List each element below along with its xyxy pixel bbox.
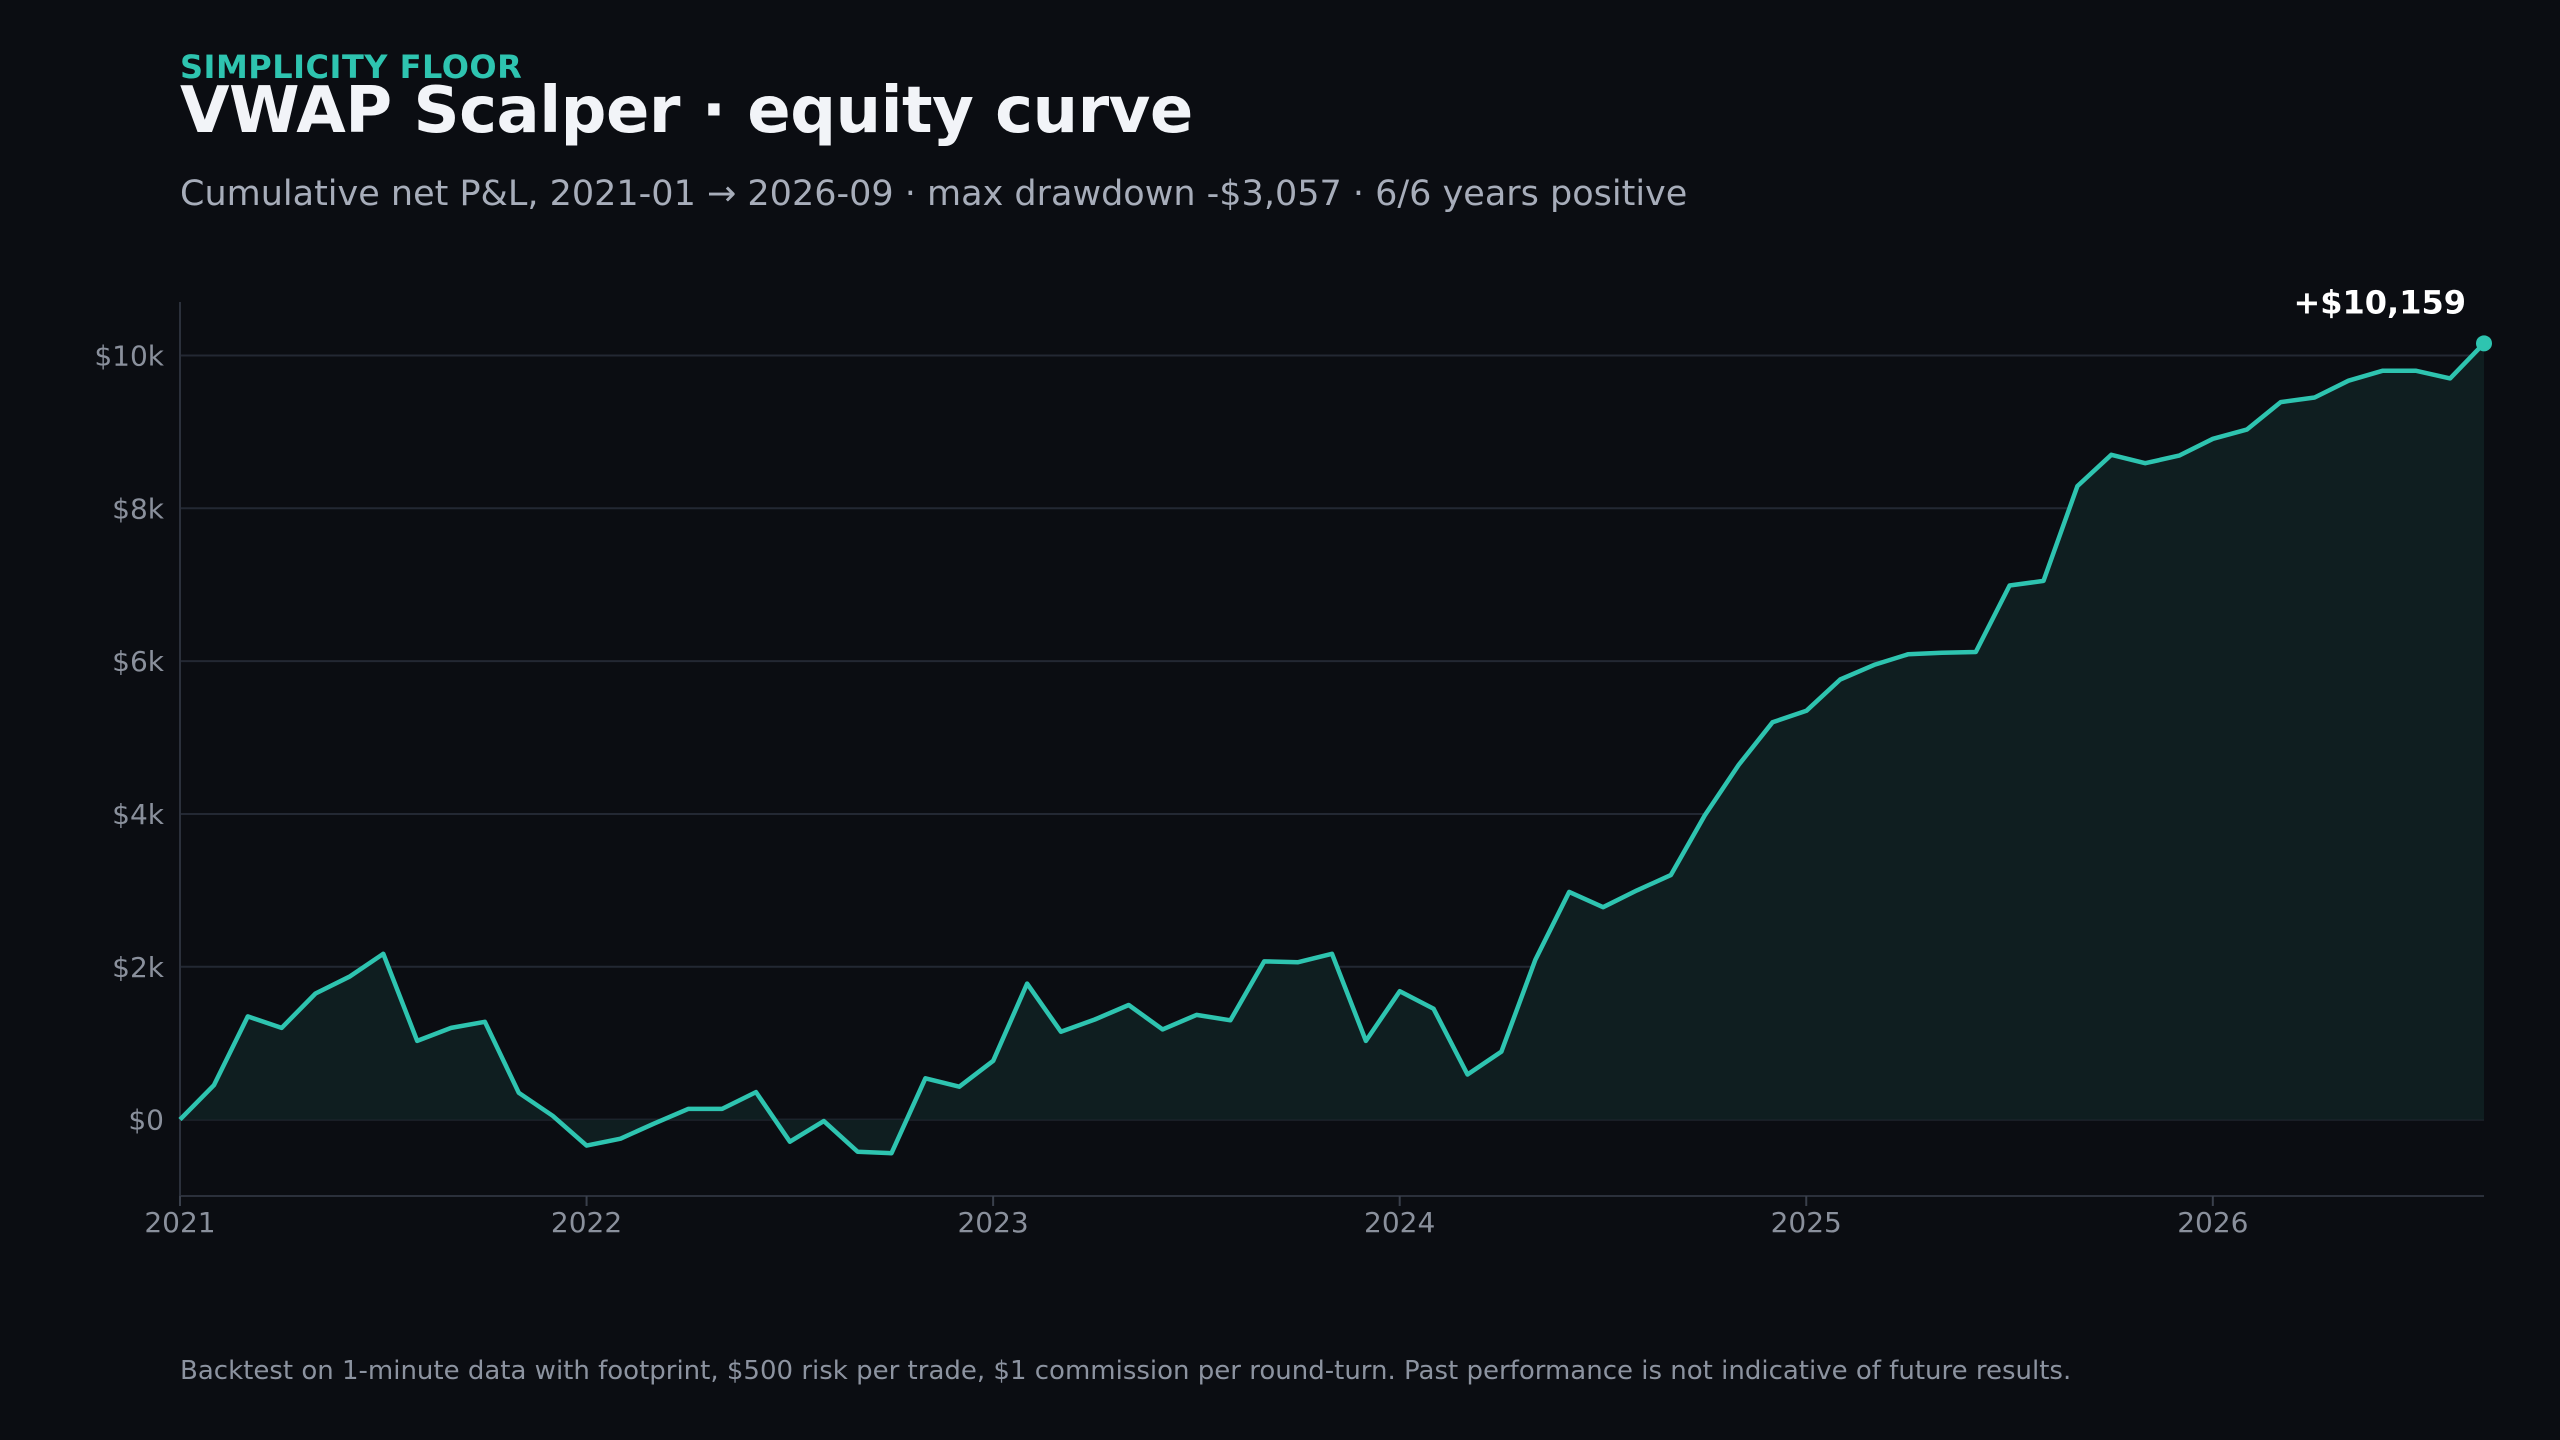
equity-point xyxy=(245,1013,251,1019)
equity-point xyxy=(889,1150,895,1156)
equity-point xyxy=(1566,889,1572,895)
equity-point xyxy=(313,991,319,997)
equity-point xyxy=(651,1120,657,1126)
equity-point xyxy=(1871,662,1877,668)
equity-point xyxy=(1126,1002,1132,1008)
equity-point xyxy=(1363,1038,1369,1044)
equity-point xyxy=(821,1118,827,1124)
equity-point xyxy=(1227,1017,1233,1023)
equity-point xyxy=(2413,368,2419,374)
equity-point xyxy=(1702,813,1708,819)
equity-point xyxy=(685,1106,691,1112)
equity-point xyxy=(448,1025,454,1031)
equity-point xyxy=(956,1084,962,1090)
equity-point xyxy=(380,951,386,957)
equity-point xyxy=(1329,951,1335,957)
x-tick-label: 2021 xyxy=(144,1206,215,1239)
x-tick-label: 2024 xyxy=(1364,1206,1435,1239)
equity-point xyxy=(1160,1026,1166,1032)
equity-point xyxy=(2346,378,2352,384)
eyebrow-label: SIMPLICITY FLOOR xyxy=(180,48,523,86)
x-tick-label: 2022 xyxy=(551,1206,622,1239)
equity-point xyxy=(2176,453,2182,459)
equity-point xyxy=(2278,399,2284,405)
equity-area xyxy=(180,343,2484,1154)
y-tick-label: $6k xyxy=(112,645,165,678)
equity-point xyxy=(177,1117,183,1123)
equity-point xyxy=(787,1139,793,1145)
equity-point xyxy=(584,1143,590,1149)
equity-point xyxy=(990,1058,996,1064)
equity-point xyxy=(719,1106,725,1112)
y-tick-label: $4k xyxy=(112,798,165,831)
equity-point xyxy=(211,1082,217,1088)
equity-point xyxy=(1498,1049,1504,1055)
equity-point xyxy=(1668,872,1674,878)
equity-line xyxy=(178,341,2486,1156)
x-axis-ticks: 2021 2022 2023 2024 2025 2026 xyxy=(144,1196,2248,1239)
equity-point xyxy=(2108,452,2114,458)
equity-point xyxy=(482,1019,488,1025)
chart-subtitle: Cumulative net P&L, 2021-01 → 2026-09 · … xyxy=(180,174,1688,214)
equity-point xyxy=(1803,708,1809,714)
y-axis-ticks: $0 $2k $4k $6k $8k $10k xyxy=(94,339,164,1136)
equity-point xyxy=(1736,762,1742,768)
equity-point xyxy=(550,1113,556,1119)
y-tick-label: $0 xyxy=(128,1104,164,1137)
equity-point xyxy=(2074,483,2080,489)
equity-point xyxy=(2142,460,2148,466)
equity-point xyxy=(1194,1012,1200,1018)
equity-point xyxy=(1295,959,1301,965)
equity-point xyxy=(1058,1029,1064,1035)
x-tick-label: 2025 xyxy=(1771,1206,1842,1239)
footnote: Backtest on 1-minute data with footprint… xyxy=(180,1356,2072,1386)
axes xyxy=(179,302,2484,1197)
equity-point xyxy=(1634,887,1640,893)
equity-point xyxy=(1837,677,1843,683)
equity-point xyxy=(1024,981,1030,987)
x-tick-label: 2026 xyxy=(2177,1206,2248,1239)
x-tick-label: 2023 xyxy=(957,1206,1028,1239)
equity-point xyxy=(1532,957,1538,963)
equity-point xyxy=(922,1075,928,1081)
equity-point xyxy=(1465,1072,1471,1078)
equity-point xyxy=(2312,395,2318,401)
equity-point xyxy=(855,1149,861,1155)
equity-point xyxy=(2041,578,2047,584)
equity-point xyxy=(618,1136,624,1142)
equity-point xyxy=(279,1025,285,1031)
equity-point xyxy=(1973,649,1979,655)
equity-point xyxy=(1092,1017,1098,1023)
equity-point xyxy=(2007,583,2013,589)
end-point-marker xyxy=(2476,335,2492,352)
equity-point xyxy=(414,1038,420,1044)
equity-point xyxy=(516,1090,522,1096)
chart-title: VWAP Scalper · equity curve xyxy=(180,74,1193,148)
equity-point xyxy=(2244,427,2250,433)
equity-point xyxy=(2210,436,2216,442)
equity-point xyxy=(346,974,352,980)
equity-point xyxy=(1905,651,1911,657)
equity-point xyxy=(1770,719,1776,725)
y-tick-label: $10k xyxy=(94,339,164,372)
equity-point xyxy=(2447,375,2453,381)
equity-point xyxy=(1600,904,1606,910)
equity-point xyxy=(1261,958,1267,964)
equity-point xyxy=(753,1089,759,1095)
end-value-label: +$10,159 xyxy=(2293,283,2466,321)
equity-point xyxy=(1431,1006,1437,1012)
y-tick-label: $2k xyxy=(112,951,165,984)
equity-point xyxy=(2379,368,2385,374)
y-tick-label: $8k xyxy=(112,492,165,525)
equity-point xyxy=(1939,650,1945,656)
equity-point xyxy=(1397,988,1403,994)
